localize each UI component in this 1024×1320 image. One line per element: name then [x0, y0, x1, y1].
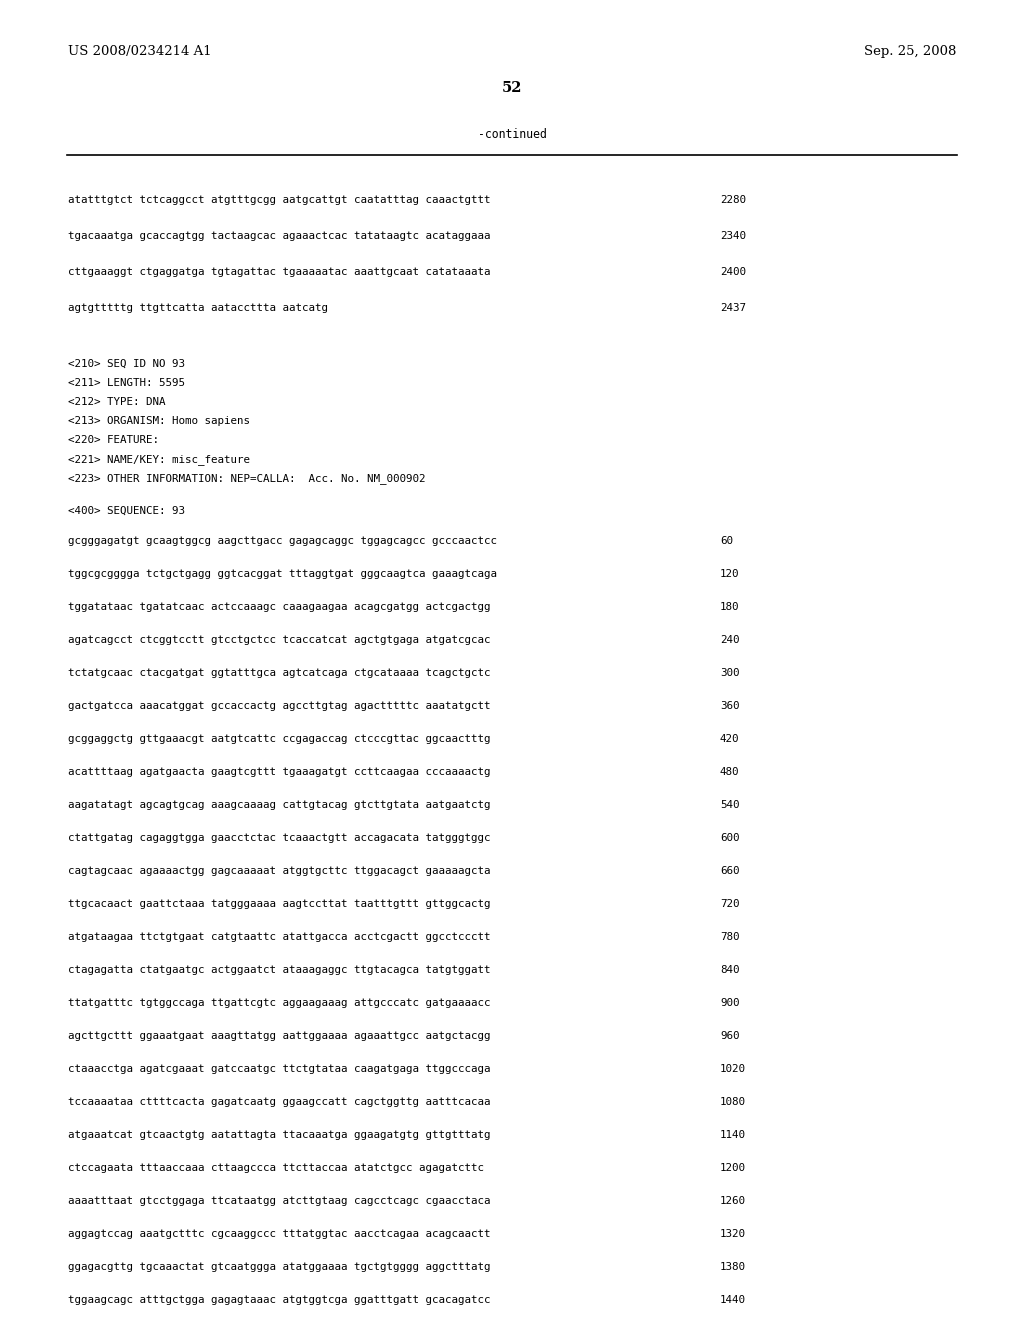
Text: tggcgcgggga tctgctgagg ggtcacggat tttaggtgat gggcaagtca gaaagtcaga: tggcgcgggga tctgctgagg ggtcacggat tttagg… — [68, 569, 497, 579]
Text: tccaaaataa cttttcacta gagatcaatg ggaagccatt cagctggttg aatttcacaa: tccaaaataa cttttcacta gagatcaatg ggaagcc… — [68, 1097, 490, 1107]
Text: agtgtttttg ttgttcatta aataccttta aatcatg: agtgtttttg ttgttcatta aataccttta aatcatg — [68, 304, 328, 313]
Text: aagatatagt agcagtgcag aaagcaaaag cattgtacag gtcttgtata aatgaatctg: aagatatagt agcagtgcag aaagcaaaag cattgta… — [68, 800, 490, 810]
Text: tggaagcagc atttgctgga gagagtaaac atgtggtcga ggatttgatt gcacagatcc: tggaagcagc atttgctgga gagagtaaac atgtggt… — [68, 1295, 490, 1305]
Text: 1200: 1200 — [720, 1163, 746, 1173]
Text: 240: 240 — [720, 635, 739, 645]
Text: <212> TYPE: DNA: <212> TYPE: DNA — [68, 397, 166, 407]
Text: ctccagaata tttaaccaaa cttaagccca ttcttaccaa atatctgcc agagatcttc: ctccagaata tttaaccaaa cttaagccca ttcttac… — [68, 1163, 484, 1173]
Text: <220> FEATURE:: <220> FEATURE: — [68, 436, 159, 445]
Text: 360: 360 — [720, 701, 739, 711]
Text: ctattgatag cagaggtgga gaacctctac tcaaactgtt accagacata tatgggtggc: ctattgatag cagaggtgga gaacctctac tcaaact… — [68, 833, 490, 843]
Text: <400> SEQUENCE: 93: <400> SEQUENCE: 93 — [68, 506, 185, 516]
Text: 1380: 1380 — [720, 1262, 746, 1272]
Text: 540: 540 — [720, 800, 739, 810]
Text: 840: 840 — [720, 965, 739, 975]
Text: tggatataac tgatatcaac actccaaagc caaagaagaa acagcgatgg actcgactgg: tggatataac tgatatcaac actccaaagc caaagaa… — [68, 602, 490, 612]
Text: <213> ORGANISM: Homo sapiens: <213> ORGANISM: Homo sapiens — [68, 416, 250, 426]
Text: ttatgatttc tgtggccaga ttgattcgtc aggaagaaag attgcccatc gatgaaaacc: ttatgatttc tgtggccaga ttgattcgtc aggaaga… — [68, 998, 490, 1008]
Text: 1440: 1440 — [720, 1295, 746, 1305]
Text: 1020: 1020 — [720, 1064, 746, 1074]
Text: ctaaacctga agatcgaaat gatccaatgc ttctgtataa caagatgaga ttggcccaga: ctaaacctga agatcgaaat gatccaatgc ttctgta… — [68, 1064, 490, 1074]
Text: agatcagcct ctcggtcctt gtcctgctcc tcaccatcat agctgtgaga atgatcgcac: agatcagcct ctcggtcctt gtcctgctcc tcaccat… — [68, 635, 490, 645]
Text: ctagagatta ctatgaatgc actggaatct ataaagaggc ttgtacagca tatgtggatt: ctagagatta ctatgaatgc actggaatct ataaaga… — [68, 965, 490, 975]
Text: 660: 660 — [720, 866, 739, 876]
Text: atgataagaa ttctgtgaat catgtaattc atattgacca acctcgactt ggcctccctt: atgataagaa ttctgtgaat catgtaattc atattga… — [68, 932, 490, 942]
Text: 1260: 1260 — [720, 1196, 746, 1206]
Text: US 2008/0234214 A1: US 2008/0234214 A1 — [68, 45, 212, 58]
Text: 720: 720 — [720, 899, 739, 909]
Text: cttgaaaggt ctgaggatga tgtagattac tgaaaaatac aaattgcaat catataaata: cttgaaaggt ctgaggatga tgtagattac tgaaaaa… — [68, 267, 490, 277]
Text: 2340: 2340 — [720, 231, 746, 242]
Text: 420: 420 — [720, 734, 739, 744]
Text: <210> SEQ ID NO 93: <210> SEQ ID NO 93 — [68, 359, 185, 370]
Text: <223> OTHER INFORMATION: NEP=CALLA:  Acc. No. NM_000902: <223> OTHER INFORMATION: NEP=CALLA: Acc.… — [68, 473, 426, 484]
Text: aaaatttaat gtcctggaga ttcataatgg atcttgtaag cagcctcagc cgaacctaca: aaaatttaat gtcctggaga ttcataatgg atcttgt… — [68, 1196, 490, 1206]
Text: 1320: 1320 — [720, 1229, 746, 1239]
Text: agcttgcttt ggaaatgaat aaagttatgg aattggaaaa agaaattgcc aatgctacgg: agcttgcttt ggaaatgaat aaagttatgg aattgga… — [68, 1031, 490, 1041]
Text: 2280: 2280 — [720, 195, 746, 205]
Text: tctatgcaac ctacgatgat ggtatttgca agtcatcaga ctgcataaaa tcagctgctc: tctatgcaac ctacgatgat ggtatttgca agtcatc… — [68, 668, 490, 678]
Text: acattttaag agatgaacta gaagtcgttt tgaaagatgt ccttcaagaa cccaaaactg: acattttaag agatgaacta gaagtcgttt tgaaaga… — [68, 767, 490, 777]
Text: <211> LENGTH: 5595: <211> LENGTH: 5595 — [68, 378, 185, 388]
Text: 180: 180 — [720, 602, 739, 612]
Text: gactgatcca aaacatggat gccaccactg agccttgtag agactttttc aaatatgctt: gactgatcca aaacatggat gccaccactg agccttg… — [68, 701, 490, 711]
Text: -continued: -continued — [477, 128, 547, 141]
Text: <221> NAME/KEY: misc_feature: <221> NAME/KEY: misc_feature — [68, 454, 250, 465]
Text: atatttgtct tctcaggcct atgtttgcgg aatgcattgt caatatttag caaactgttt: atatttgtct tctcaggcct atgtttgcgg aatgcat… — [68, 195, 490, 205]
Text: Sep. 25, 2008: Sep. 25, 2008 — [863, 45, 956, 58]
Text: ttgcacaact gaattctaaa tatgggaaaa aagtccttat taatttgttt gttggcactg: ttgcacaact gaattctaaa tatgggaaaa aagtcct… — [68, 899, 490, 909]
Text: cagtagcaac agaaaactgg gagcaaaaat atggtgcttc ttggacagct gaaaaagcta: cagtagcaac agaaaactgg gagcaaaaat atggtgc… — [68, 866, 490, 876]
Text: gcggaggctg gttgaaacgt aatgtcattc ccgagaccag ctcccgttac ggcaactttg: gcggaggctg gttgaaacgt aatgtcattc ccgagac… — [68, 734, 490, 744]
Text: 300: 300 — [720, 668, 739, 678]
Text: 52: 52 — [502, 81, 522, 95]
Text: aggagtccag aaatgctttc cgcaaggccc tttatggtac aacctcagaa acagcaactt: aggagtccag aaatgctttc cgcaaggccc tttatgg… — [68, 1229, 490, 1239]
Text: ggagacgttg tgcaaactat gtcaatggga atatggaaaa tgctgtgggg aggctttatg: ggagacgttg tgcaaactat gtcaatggga atatgga… — [68, 1262, 490, 1272]
Text: 780: 780 — [720, 932, 739, 942]
Text: 1140: 1140 — [720, 1130, 746, 1140]
Text: 960: 960 — [720, 1031, 739, 1041]
Text: 60: 60 — [720, 536, 733, 546]
Text: 1080: 1080 — [720, 1097, 746, 1107]
Text: 600: 600 — [720, 833, 739, 843]
Text: 120: 120 — [720, 569, 739, 579]
Text: 2400: 2400 — [720, 267, 746, 277]
Text: tgacaaatga gcaccagtgg tactaagcac agaaactcac tatataagtc acataggaaa: tgacaaatga gcaccagtgg tactaagcac agaaact… — [68, 231, 490, 242]
Text: 2437: 2437 — [720, 304, 746, 313]
Text: atgaaatcat gtcaactgtg aatattagta ttacaaatga ggaagatgtg gttgtttatg: atgaaatcat gtcaactgtg aatattagta ttacaaa… — [68, 1130, 490, 1140]
Text: gcgggagatgt gcaagtggcg aagcttgacc gagagcaggc tggagcagcc gcccaactcc: gcgggagatgt gcaagtggcg aagcttgacc gagagc… — [68, 536, 497, 546]
Text: 480: 480 — [720, 767, 739, 777]
Text: 900: 900 — [720, 998, 739, 1008]
